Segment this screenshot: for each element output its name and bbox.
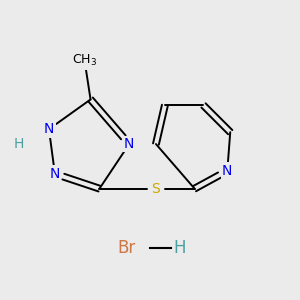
- Text: N: N: [124, 137, 134, 151]
- Text: N: N: [44, 122, 54, 136]
- Text: S: S: [152, 182, 160, 196]
- Text: Br: Br: [117, 239, 135, 257]
- Text: N: N: [222, 164, 232, 178]
- Text: CH$_3$: CH$_3$: [72, 53, 97, 68]
- Text: N: N: [50, 167, 60, 181]
- Text: H: H: [14, 137, 24, 151]
- Text: H: H: [173, 239, 186, 257]
